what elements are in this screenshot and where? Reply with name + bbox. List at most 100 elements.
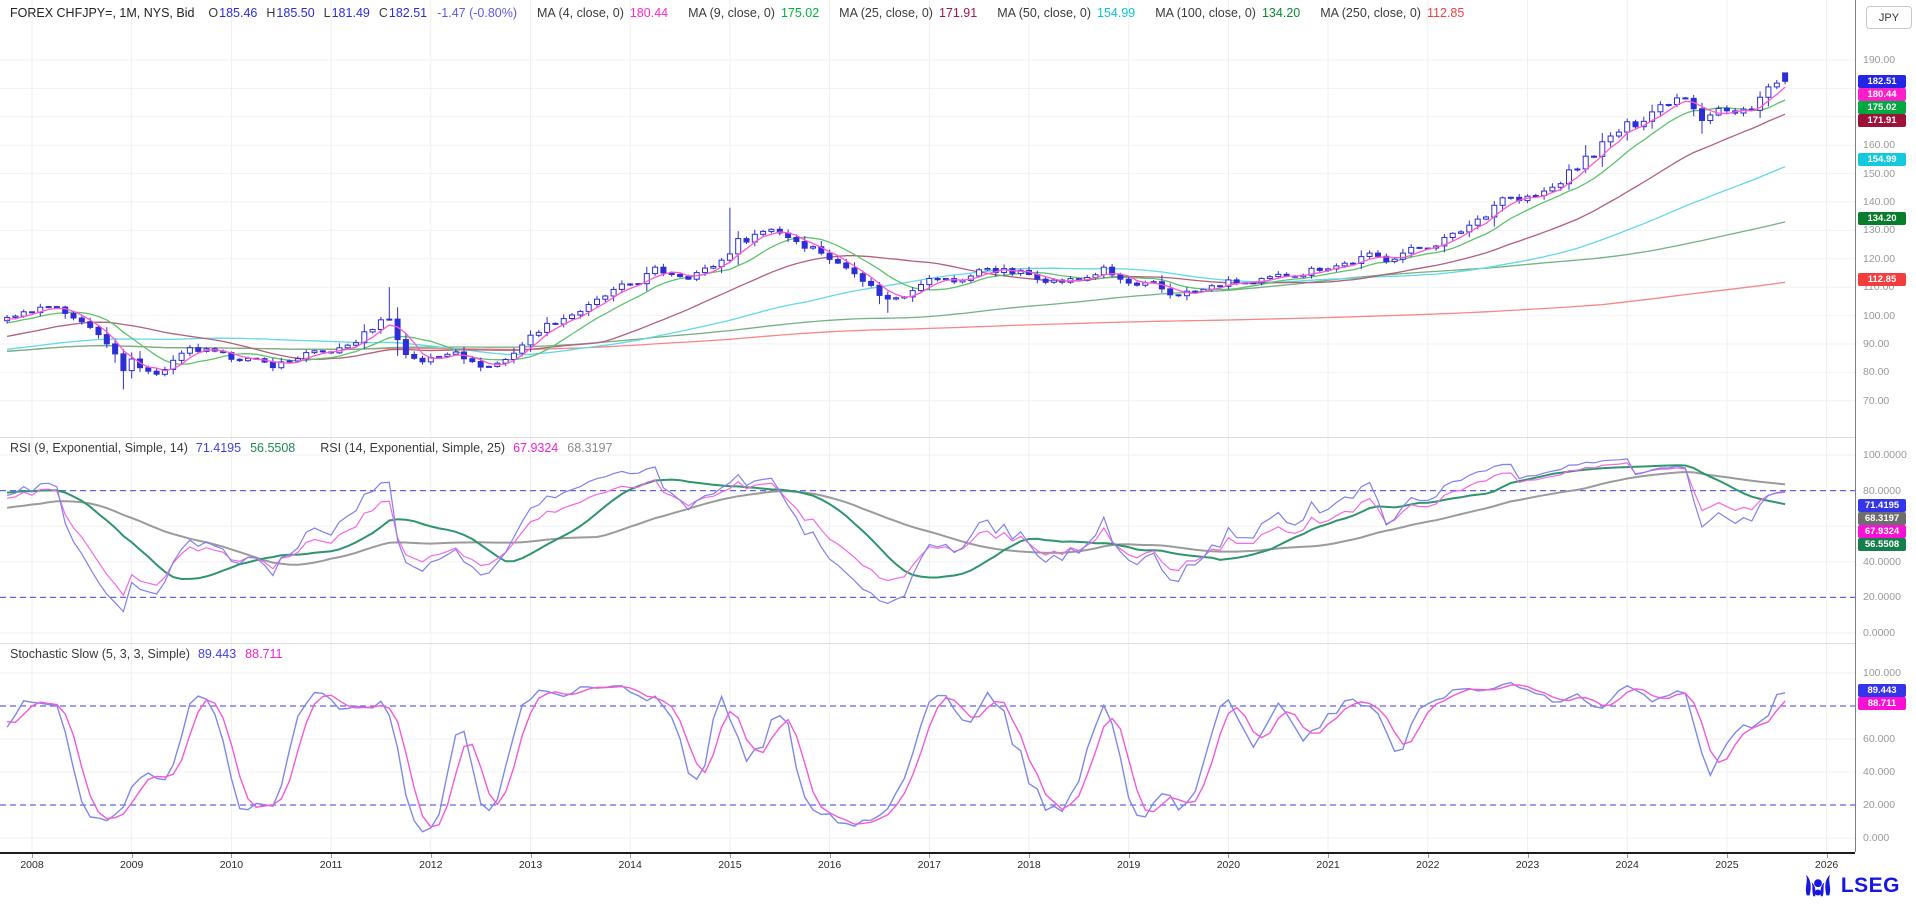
axis-tick-label: 40.000 xyxy=(1863,766,1896,778)
axis-tick-label: 100.00 xyxy=(1863,309,1896,322)
indicator-value: 68.3197 xyxy=(567,441,613,455)
value-badge: 89.443 xyxy=(1858,683,1906,697)
time-axis-tick xyxy=(32,854,33,858)
value-axis[interactable]: 190.00180.00170.00160.00150.00140.00130.… xyxy=(1855,0,1916,852)
ohlc-readout: O185.46 H185.50 L181.49 C182.51 xyxy=(208,6,436,20)
axis-tick-label: 120.00 xyxy=(1863,252,1896,265)
value-badge: 175.02 xyxy=(1858,100,1906,114)
time-axis-tick xyxy=(1527,854,1529,858)
lseg-logo-text: LSEG xyxy=(1840,874,1900,897)
value-badge: 88.711 xyxy=(1858,696,1906,710)
value-badge: 134.20 xyxy=(1858,211,1906,225)
year-label: 2015 xyxy=(718,859,742,871)
change-label: -1.47 (-0.80%) xyxy=(437,6,518,20)
time-axis-tick xyxy=(929,854,931,858)
stochastic-chart-canvas[interactable] xyxy=(0,643,1855,852)
year-label: 2009 xyxy=(120,859,144,871)
year-label: 2023 xyxy=(1515,859,1540,871)
value-badge: 182.51 xyxy=(1858,74,1906,88)
year-label: 2018 xyxy=(1017,859,1041,871)
indicator-value: 71.4195 xyxy=(195,441,242,455)
ohlc-field-H: H185.50 xyxy=(266,6,315,20)
value-badge: 112.85 xyxy=(1858,272,1906,286)
indicator-value: 88.711 xyxy=(245,647,283,661)
ohlc-field-C: C182.51 xyxy=(378,6,428,20)
ohlc-field-O: O185.46 xyxy=(208,6,258,20)
price-chart-canvas[interactable] xyxy=(0,0,1855,437)
year-label: 2019 xyxy=(1117,859,1141,871)
axis-tick-label: 90.00 xyxy=(1863,338,1890,350)
time-axis-tick xyxy=(231,854,233,858)
time-axis-tick xyxy=(430,854,432,858)
lseg-lion-icon xyxy=(1805,874,1830,897)
axis-tick-label: 160.00 xyxy=(1863,139,1896,152)
time-axis-tick xyxy=(1427,854,1429,858)
year-label: 2025 xyxy=(1715,859,1739,871)
year-label: 2013 xyxy=(518,859,543,871)
rsi-pane-legend[interactable]: RSI (9, Exponential, Simple, 14) 71.4195… xyxy=(10,441,621,455)
year-label: 2012 xyxy=(419,859,443,871)
axis-tick-label: 0.000 xyxy=(1863,832,1890,844)
time-axis-tick xyxy=(630,854,632,858)
time-axis-tick xyxy=(1228,854,1230,858)
pane-separator xyxy=(0,437,1916,438)
time-axis-tick xyxy=(1029,854,1030,858)
year-label: 2026 xyxy=(1814,859,1839,871)
ma-legend-item[interactable]: MA (9, close, 0) 175.02 xyxy=(688,6,820,20)
price-pane-legend: FOREX CHFJPY=, 1M, NYS, Bid O185.46 H185.… xyxy=(10,6,1464,20)
rsi-values-2: 67.9324 68.3197 xyxy=(513,441,621,455)
value-badge: 154.99 xyxy=(1858,152,1906,166)
ma-legend-item[interactable]: MA (50, close, 0) 154.99 xyxy=(997,6,1136,20)
rsi-legend-label-1[interactable]: RSI (9, Exponential, Simple, 14) xyxy=(10,441,188,455)
ma-legend-item[interactable]: MA (4, close, 0) 180.44 xyxy=(537,6,669,20)
year-label: 2010 xyxy=(219,859,244,871)
axis-tick-label: 150.00 xyxy=(1863,167,1896,180)
ma-legend-item[interactable]: MA (25, close, 0) 171.91 xyxy=(839,6,978,20)
pane-separator xyxy=(0,643,1916,644)
ohlc-field-L: L181.49 xyxy=(323,6,370,20)
stochastic-legend-label[interactable]: Stochastic Slow (5, 3, 3, Simple) xyxy=(10,647,190,661)
time-axis-tick xyxy=(1128,854,1130,858)
axis-tick-label: 80.00 xyxy=(1863,366,1890,379)
axis-tick-label: 80.0000 xyxy=(1863,484,1901,497)
instrument-label[interactable]: FOREX CHFJPY=, 1M, NYS, Bid xyxy=(10,6,195,20)
axis-tick-label: 140.00 xyxy=(1863,196,1896,208)
value-badge: 68.3197 xyxy=(1858,512,1906,526)
time-axis-tick xyxy=(1726,854,1728,858)
ma-legend-row: MA (4, close, 0) 180.44 MA (9, close, 0) 17… xyxy=(517,6,1464,20)
axis-tick-label: 40.0000 xyxy=(1863,555,1901,568)
value-badge: 171.91 xyxy=(1858,113,1906,127)
stochastic-pane-legend[interactable]: Stochastic Slow (5, 3, 3, Simple) 89.443… xyxy=(10,647,291,661)
axis-tick-label: 100.0000 xyxy=(1863,449,1907,461)
axis-tick-label: 20.000 xyxy=(1863,799,1896,811)
year-label: 2014 xyxy=(618,859,642,871)
time-axis-tick xyxy=(829,854,831,858)
time-axis-tick xyxy=(131,854,133,858)
time-axis-tick xyxy=(1627,854,1629,858)
time-axis-tick xyxy=(1328,854,1330,858)
value-badge: 71.4195 xyxy=(1858,499,1906,513)
stochastic-values: 89.443 88.711 xyxy=(198,647,292,661)
axis-tick-label: 0.0000 xyxy=(1863,627,1896,639)
ma-legend-item[interactable]: MA (250, close, 0) 112.85 xyxy=(1320,6,1465,20)
value-badge: 67.9324 xyxy=(1858,525,1906,539)
year-label: 2022 xyxy=(1416,859,1440,871)
axis-tick-label: 20.0000 xyxy=(1863,591,1901,604)
axis-tick-label: 190.00 xyxy=(1863,54,1896,66)
ma-legend-item[interactable]: MA (100, close, 0) 134.20 xyxy=(1155,6,1301,20)
year-label: 2016 xyxy=(817,859,842,871)
time-axis-tick xyxy=(1826,854,1828,858)
year-label: 2011 xyxy=(319,859,343,871)
axis-tick-label: 130.00 xyxy=(1863,224,1896,237)
year-label: 2020 xyxy=(1216,859,1241,871)
axis-tick-label: 60.000 xyxy=(1863,733,1896,745)
time-axis[interactable]: 2008 2009 2010 2011 2012 2013 2014 2015 2016 2017… xyxy=(0,852,1916,880)
rsi-values-1: 71.4195 56.5508 xyxy=(196,441,304,455)
value-badge: 180.44 xyxy=(1858,87,1906,101)
time-axis-tick xyxy=(530,854,532,858)
currency-badge[interactable]: JPY xyxy=(1866,6,1912,29)
rsi-legend-label-2[interactable]: RSI (14, Exponential, Simple, 25) xyxy=(320,441,506,455)
axis-tick-label: 70.00 xyxy=(1863,394,1890,407)
rsi-chart-canvas[interactable] xyxy=(0,437,1855,643)
